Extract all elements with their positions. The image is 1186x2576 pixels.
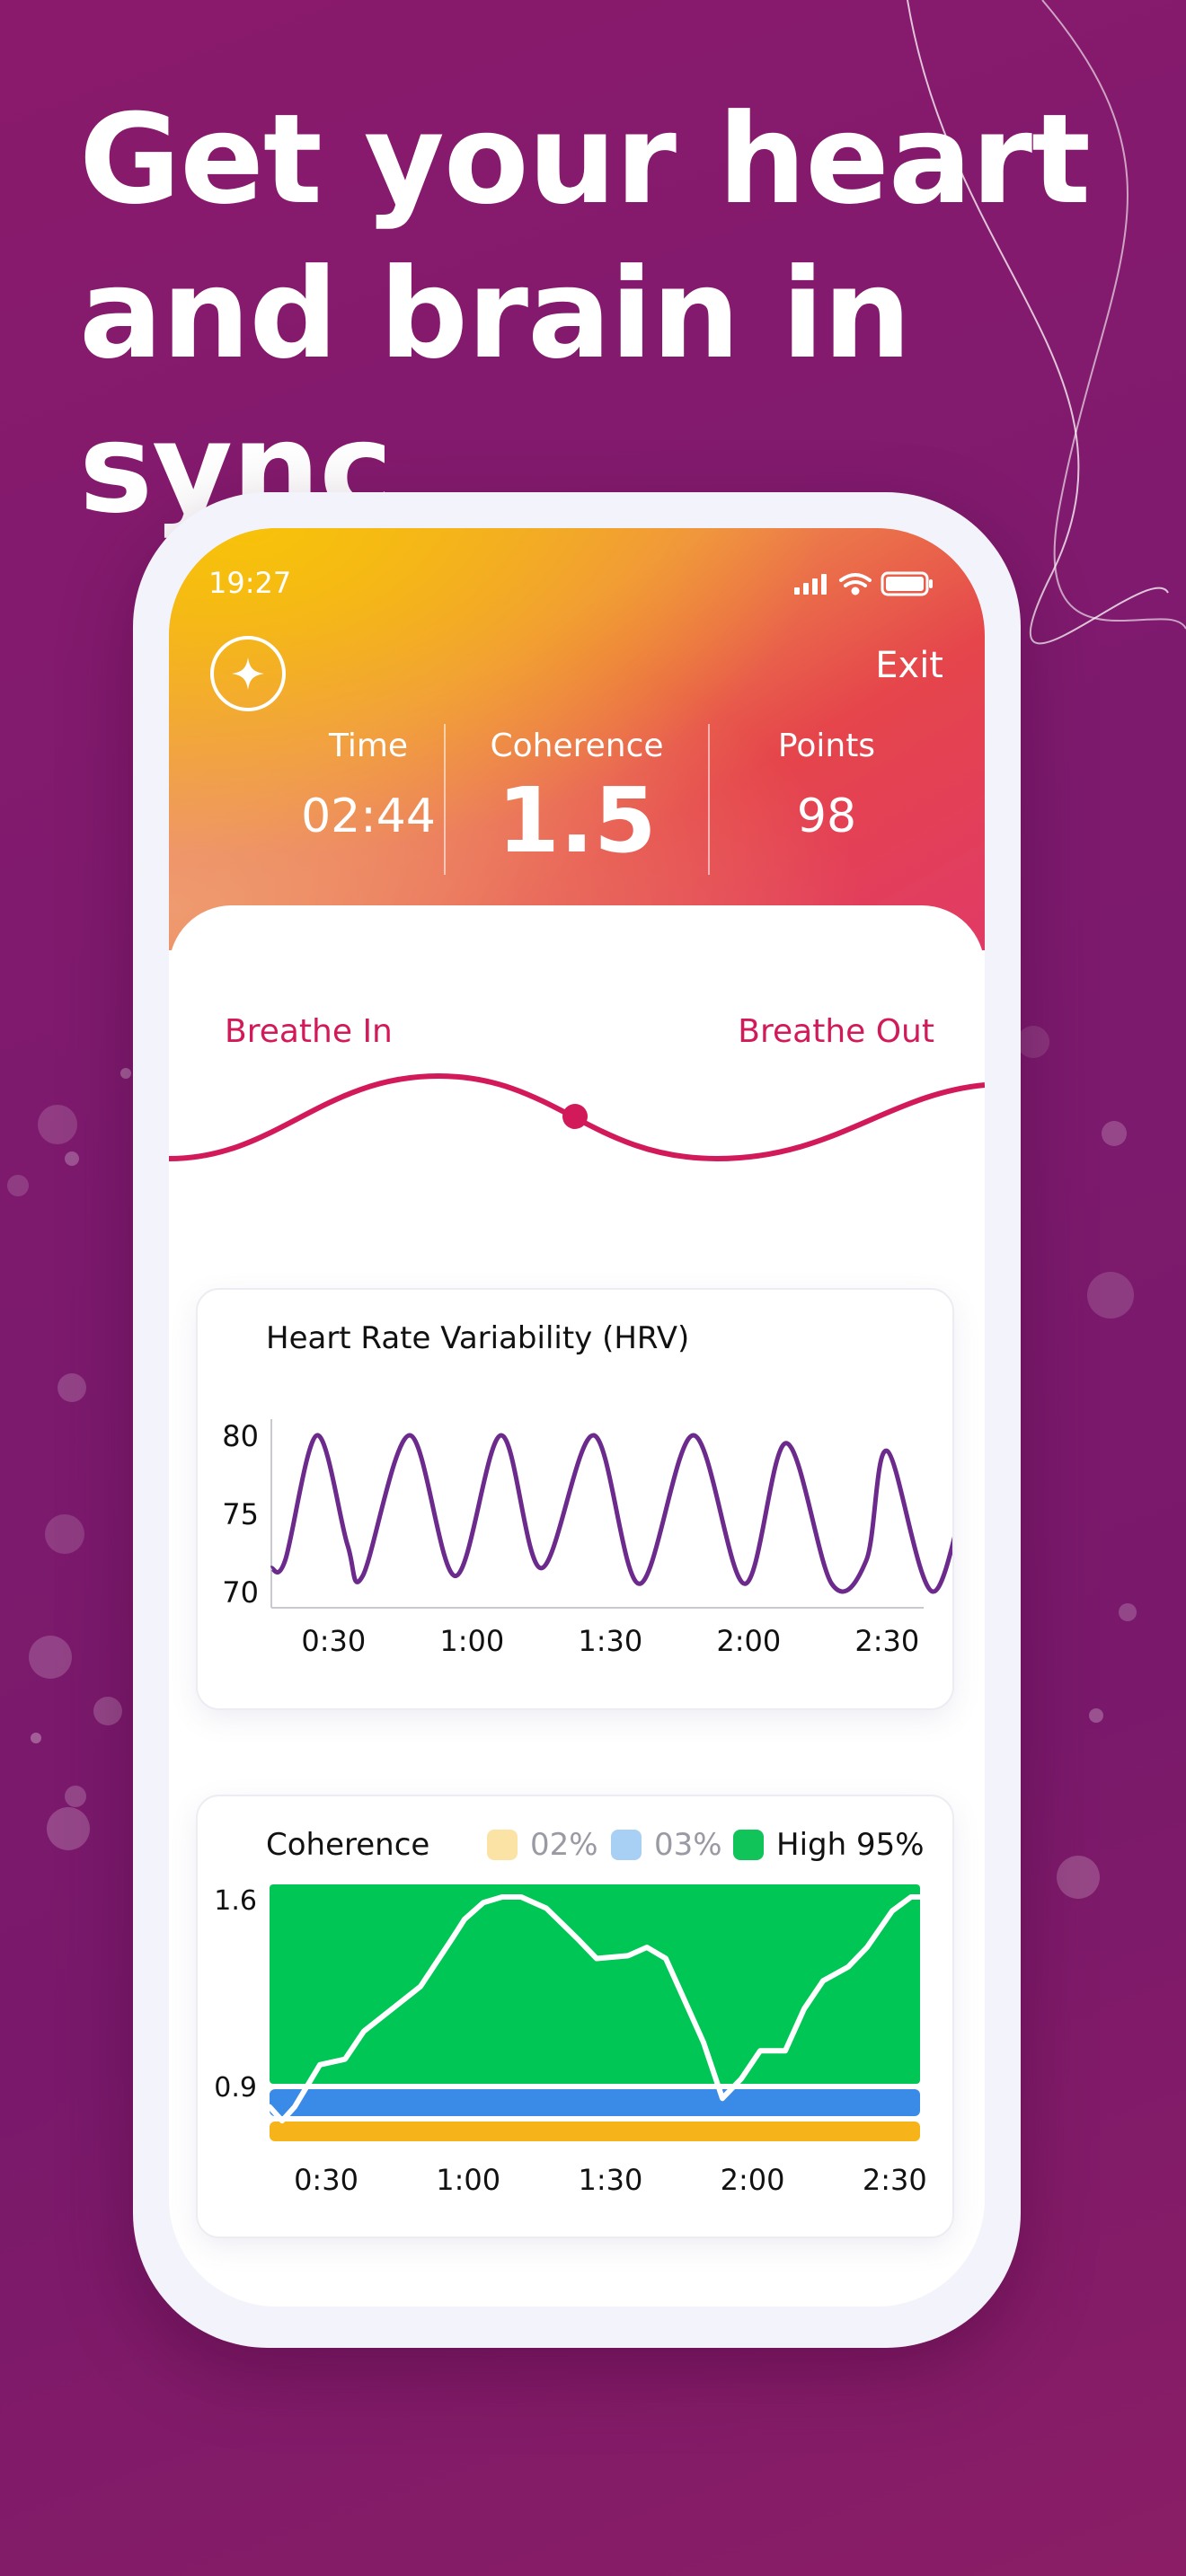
signal-icon	[794, 574, 827, 595]
phone-screen: 19:27	[169, 528, 985, 2307]
hrv-y-tick: 80	[222, 1419, 259, 1453]
coherence-x-tick: 2:00	[721, 2163, 785, 2197]
coherence-x-tick: 1:00	[436, 2163, 500, 2197]
legend-low-label: 02%	[530, 1827, 598, 1863]
breathing-indicator	[562, 1104, 588, 1129]
coherence-y-tick: 1.6	[214, 1885, 257, 1917]
headline: Get your heart and brain in sync	[79, 83, 1121, 546]
coherence-x-tick: 1:30	[578, 2163, 642, 2197]
coherence-band-low	[270, 2122, 920, 2141]
breathe-out-label: Breathe Out	[738, 1013, 934, 1050]
breathing-wave	[169, 1072, 985, 1162]
hrv-chart: 80 75 70 0:30 1:00 1:30 2:00 2:30	[222, 1419, 952, 1658]
status-icons	[794, 568, 938, 602]
legend-mid: 03%	[611, 1827, 722, 1863]
legend-mid-label: 03%	[654, 1827, 722, 1863]
app-logo-button[interactable]	[210, 636, 286, 711]
stat-coherence-value: 1.5	[497, 768, 657, 873]
legend-high-swatch	[733, 1830, 764, 1860]
stat-time: Time 02:44	[243, 728, 494, 843]
coherence-line	[267, 1894, 933, 2124]
headline-line-2: and brain in sync	[79, 242, 911, 541]
content-panel	[169, 905, 985, 1085]
legend-high: High 95%	[733, 1827, 925, 1863]
hrv-x-tick: 2:00	[716, 1624, 781, 1658]
legend-low-swatch	[487, 1830, 518, 1860]
stat-coherence: Coherence 1.5	[451, 728, 703, 873]
hrv-x-tick: 1:00	[439, 1624, 504, 1658]
hrv-y-tick: 75	[222, 1497, 259, 1531]
legend-high-label: High 95%	[776, 1827, 925, 1863]
stat-divider	[444, 724, 446, 875]
status-time: 19:27	[208, 566, 292, 600]
legend-low: 02%	[487, 1827, 598, 1863]
coherence-title: Coherence	[266, 1827, 430, 1863]
session-header: 19:27	[169, 528, 985, 950]
hrv-card: Heart Rate Variability (HRV) 80 75 70 0:30 1…	[196, 1288, 954, 1710]
breathe-in-label: Breathe In	[225, 1013, 393, 1050]
stat-points-label: Points	[777, 728, 876, 764]
hrv-x-tick: 1:30	[578, 1624, 642, 1658]
wifi-icon	[839, 573, 872, 595]
stat-time-label: Time	[328, 728, 409, 764]
stat-divider	[708, 724, 710, 875]
coherence-chart: 1.6 0.9 0:30 1:00 1:30 2:00 2:30	[214, 1884, 933, 2197]
coherence-band-high	[270, 1884, 920, 2084]
hrv-line	[269, 1433, 952, 1594]
coherence-y-tick: 0.9	[214, 2072, 257, 2104]
hrv-x-tick: 0:30	[301, 1624, 366, 1658]
coherence-card: Coherence 02% 03% High 95% 1.6 0.9 0:30 1:0…	[196, 1795, 954, 2238]
hrv-y-tick: 70	[222, 1575, 259, 1610]
stat-coherence-label: Coherence	[490, 728, 664, 764]
hrv-x-tick: 2:30	[854, 1624, 919, 1658]
coherence-x-tick: 2:30	[863, 2163, 927, 2197]
coherence-band-mid	[270, 2089, 920, 2116]
sparkle-icon	[232, 657, 264, 690]
hrv-title: Heart Rate Variability (HRV)	[266, 1320, 690, 1356]
coherence-x-tick: 0:30	[294, 2163, 358, 2197]
stat-points-value: 98	[796, 790, 857, 843]
headline-line-1: Get your heart	[79, 87, 1091, 232]
stat-points: Points 98	[701, 728, 952, 843]
legend-mid-swatch	[611, 1830, 642, 1860]
battery-icon	[881, 571, 933, 596]
exit-button[interactable]: Exit	[875, 645, 943, 686]
stat-time-value: 02:44	[301, 790, 436, 843]
